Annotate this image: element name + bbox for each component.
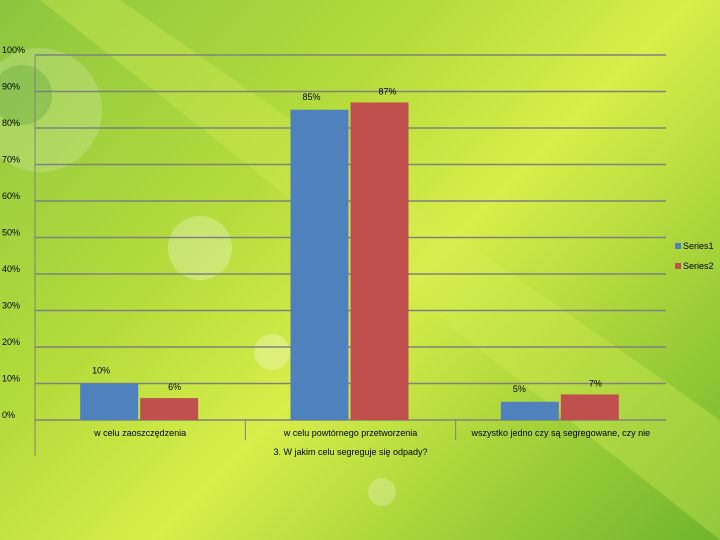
- bar: [560, 394, 619, 420]
- y-tick-label: 100%: [2, 45, 25, 55]
- water-drop-decoration: [368, 478, 396, 506]
- data-label: 10%: [92, 366, 110, 376]
- data-label: 6%: [168, 382, 181, 392]
- y-tick-label: 50%: [2, 228, 20, 238]
- globe-decoration: [0, 48, 102, 172]
- bar: [290, 109, 349, 420]
- y-tick-label: 40%: [2, 264, 20, 274]
- y-tick-label: 10%: [2, 374, 20, 384]
- legend: Series1 Series2: [675, 241, 714, 271]
- legend-swatch: [675, 243, 681, 249]
- water-drop-decoration: [254, 334, 290, 370]
- x-tick-label: w celu powtórnego przetworzenia: [283, 428, 418, 438]
- y-tick-label: 70%: [2, 155, 20, 165]
- x-tick-label: w celu zaoszczędzenia: [93, 428, 186, 438]
- data-label: 85%: [303, 92, 321, 102]
- bar: [500, 401, 559, 420]
- data-label: 7%: [589, 378, 602, 388]
- bar: [350, 102, 409, 420]
- y-tick-label: 30%: [2, 301, 20, 311]
- bar: [140, 398, 199, 420]
- x-axis-title: 3. W jakim celu segreguje się odpady?: [273, 447, 427, 457]
- y-tick-label: 90%: [2, 82, 20, 92]
- data-label: 87%: [379, 86, 397, 96]
- bars: [80, 102, 619, 420]
- y-tick-label: 20%: [2, 337, 20, 347]
- globe-land-decoration: [0, 65, 52, 125]
- data-label: 5%: [513, 384, 526, 394]
- legend-label: Series2: [683, 261, 714, 271]
- x-axis: w celu zaoszczędzenia w celu powtórnego p…: [93, 420, 650, 440]
- legend-swatch: [675, 263, 681, 269]
- legend-label: Series1: [683, 241, 714, 251]
- y-tick-label: 80%: [2, 118, 20, 128]
- y-tick-label: 60%: [2, 191, 20, 201]
- x-tick-label: wszystko jedno czy są segregowane, czy n…: [471, 428, 651, 438]
- y-tick-label: 0%: [2, 410, 15, 420]
- bar: [80, 383, 139, 420]
- data-labels: 10% 6% 85% 87% 5% 7%: [92, 86, 602, 393]
- y-axis-ticks: 0% 10% 20% 30% 40% 50% 60% 70% 80% 90% 100%: [2, 45, 25, 420]
- water-drop-decoration: [168, 216, 232, 280]
